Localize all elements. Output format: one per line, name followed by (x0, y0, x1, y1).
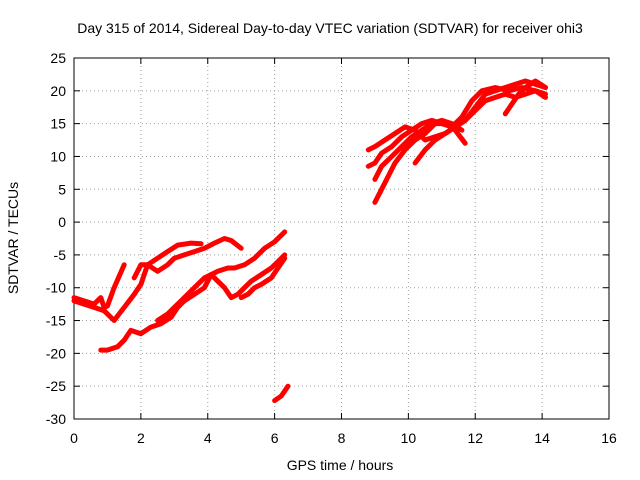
y-tick-label: -15 (46, 313, 66, 329)
grid (74, 58, 609, 419)
y-tick-label: 5 (58, 181, 66, 197)
chart-title: Day 315 of 2014, Sidereal Day-to-day VTE… (77, 20, 583, 36)
y-tick-label: 25 (50, 50, 66, 66)
x-tick-label: 4 (204, 430, 212, 446)
x-tick-label: 12 (467, 430, 483, 446)
x-tick-label: 16 (601, 430, 617, 446)
series-line (412, 88, 548, 166)
y-tick-label: -30 (46, 411, 66, 427)
x-tick-label: 6 (271, 430, 279, 446)
series-line (238, 255, 288, 301)
axis-ticks: 0 2 4 6 8 10 12 14 16 -30 -25 -20 -15 -10 -5 0 5 10 15 20 25 (46, 50, 617, 446)
y-axis-label: SDTVAR / TECUs (5, 182, 21, 294)
x-tick-label: 8 (338, 430, 346, 446)
series-line (272, 383, 291, 404)
series-line (71, 262, 127, 310)
y-tick-label: -25 (46, 378, 66, 394)
series-line (98, 229, 288, 353)
x-axis-label: GPS time / hours (287, 457, 394, 473)
x-tick-label: 0 (70, 430, 78, 446)
y-tick-label: 0 (58, 214, 66, 230)
series-group (71, 78, 548, 404)
series-line (502, 78, 548, 117)
y-tick-label: -10 (46, 280, 66, 296)
series-line (155, 252, 288, 323)
x-tick-label: 10 (401, 430, 417, 446)
series-line (131, 236, 244, 281)
series-line (71, 240, 204, 323)
y-tick-label: 10 (50, 148, 66, 164)
y-tick-label: -20 (46, 345, 66, 361)
y-tick-label: -5 (54, 247, 67, 263)
x-tick-label: 2 (137, 430, 145, 446)
series-line (372, 121, 468, 205)
y-tick-label: 15 (50, 116, 66, 132)
x-tick-label: 14 (534, 430, 550, 446)
y-tick-label: 20 (50, 83, 66, 99)
